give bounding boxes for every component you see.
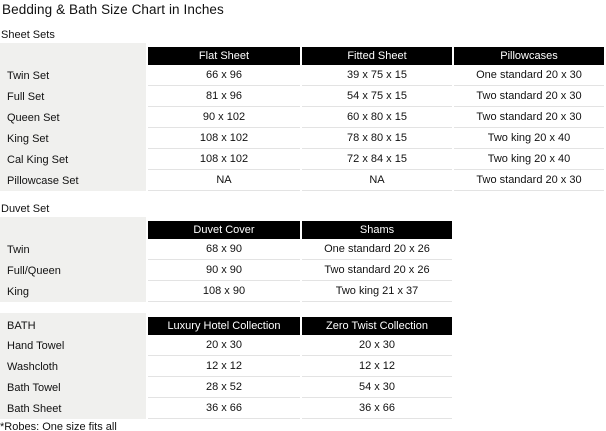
size-cell: Two standard 20 x 30 — [454, 107, 604, 128]
size-cell: One standard 20 x 26 — [302, 239, 452, 260]
row-label: Full Set — [7, 90, 45, 103]
robes-footnote: *Robes: One size fits all — [0, 421, 117, 431]
size-cell: 36 x 66 — [302, 398, 452, 419]
size-cell: 90 x 90 — [148, 260, 300, 281]
column-header-luxury-hotel-collection: Luxury Hotel Collection — [148, 317, 300, 335]
corner-cell — [0, 221, 146, 239]
corner-cell-bath: BATH — [7, 320, 36, 332]
row-label: Washcloth — [7, 360, 58, 373]
column-header-zero-twist-collection: Zero Twist Collection — [302, 317, 452, 335]
row-label: Hand Towel — [7, 339, 65, 352]
corner-cell — [0, 47, 146, 65]
size-cell: Two standard 20 x 26 — [302, 260, 452, 281]
column-header-duvet-cover: Duvet Cover — [148, 221, 300, 239]
page-title: Bedding & Bath Size Chart in Inches — [2, 2, 224, 17]
size-cell: 39 x 75 x 15 — [302, 65, 452, 86]
size-cell: 20 x 30 — [302, 335, 452, 356]
row-label: Full/Queen — [7, 264, 61, 277]
duvet-set-table: Duvet Cover Shams Twin 68 x 90 One stand… — [0, 217, 452, 302]
column-header-pillowcases: Pillowcases — [454, 47, 604, 65]
size-cell: NA — [302, 170, 452, 191]
row-label: Pillowcase Set — [7, 174, 79, 187]
row-label: Bath Towel — [7, 381, 61, 394]
row-label: Twin — [7, 243, 30, 256]
sheet-sets-table: Flat Sheet Fitted Sheet Pillowcases Twin… — [0, 43, 604, 191]
size-cell: 68 x 90 — [148, 239, 300, 260]
row-label: Bath Sheet — [7, 402, 62, 415]
size-cell: NA — [148, 170, 300, 191]
size-cell: Two king 20 x 40 — [454, 128, 604, 149]
size-cell: 54 x 30 — [302, 377, 452, 398]
size-cell: Two king 20 x 40 — [454, 149, 604, 170]
size-cell: 12 x 12 — [302, 356, 452, 377]
column-header-shams: Shams — [302, 221, 452, 239]
row-label: Cal King Set — [7, 153, 69, 166]
size-cell: 20 x 30 — [148, 335, 300, 356]
size-cell: 60 x 80 x 15 — [302, 107, 452, 128]
column-header-fitted-sheet: Fitted Sheet — [302, 47, 452, 65]
size-cell: 90 x 102 — [148, 107, 300, 128]
bath-table: BATH Luxury Hotel Collection Zero Twist … — [0, 313, 452, 419]
size-cell: 78 x 80 x 15 — [302, 128, 452, 149]
size-cell: 54 x 75 x 15 — [302, 86, 452, 107]
section-label-sheet-sets: Sheet Sets — [1, 29, 55, 41]
size-cell: Two standard 20 x 30 — [454, 170, 604, 191]
size-cell: 28 x 52 — [148, 377, 300, 398]
size-cell: 36 x 66 — [148, 398, 300, 419]
size-cell: 81 x 96 — [148, 86, 300, 107]
size-cell: Two standard 20 x 30 — [454, 86, 604, 107]
size-cell: 72 x 84 x 15 — [302, 149, 452, 170]
size-cell: 66 x 96 — [148, 65, 300, 86]
row-label: King Set — [7, 132, 49, 145]
size-cell: 108 x 102 — [148, 128, 300, 149]
row-label: Queen Set — [7, 111, 60, 124]
column-header-flat-sheet: Flat Sheet — [148, 47, 300, 65]
row-label: Twin Set — [7, 69, 50, 82]
size-cell: 108 x 102 — [148, 149, 300, 170]
size-cell: Two king 21 x 37 — [302, 281, 452, 302]
section-label-duvet-set: Duvet Set — [1, 203, 50, 215]
size-cell: 12 x 12 — [148, 356, 300, 377]
row-label: King — [7, 285, 30, 298]
size-cell: One standard 20 x 30 — [454, 65, 604, 86]
size-cell: 108 x 90 — [148, 281, 300, 302]
